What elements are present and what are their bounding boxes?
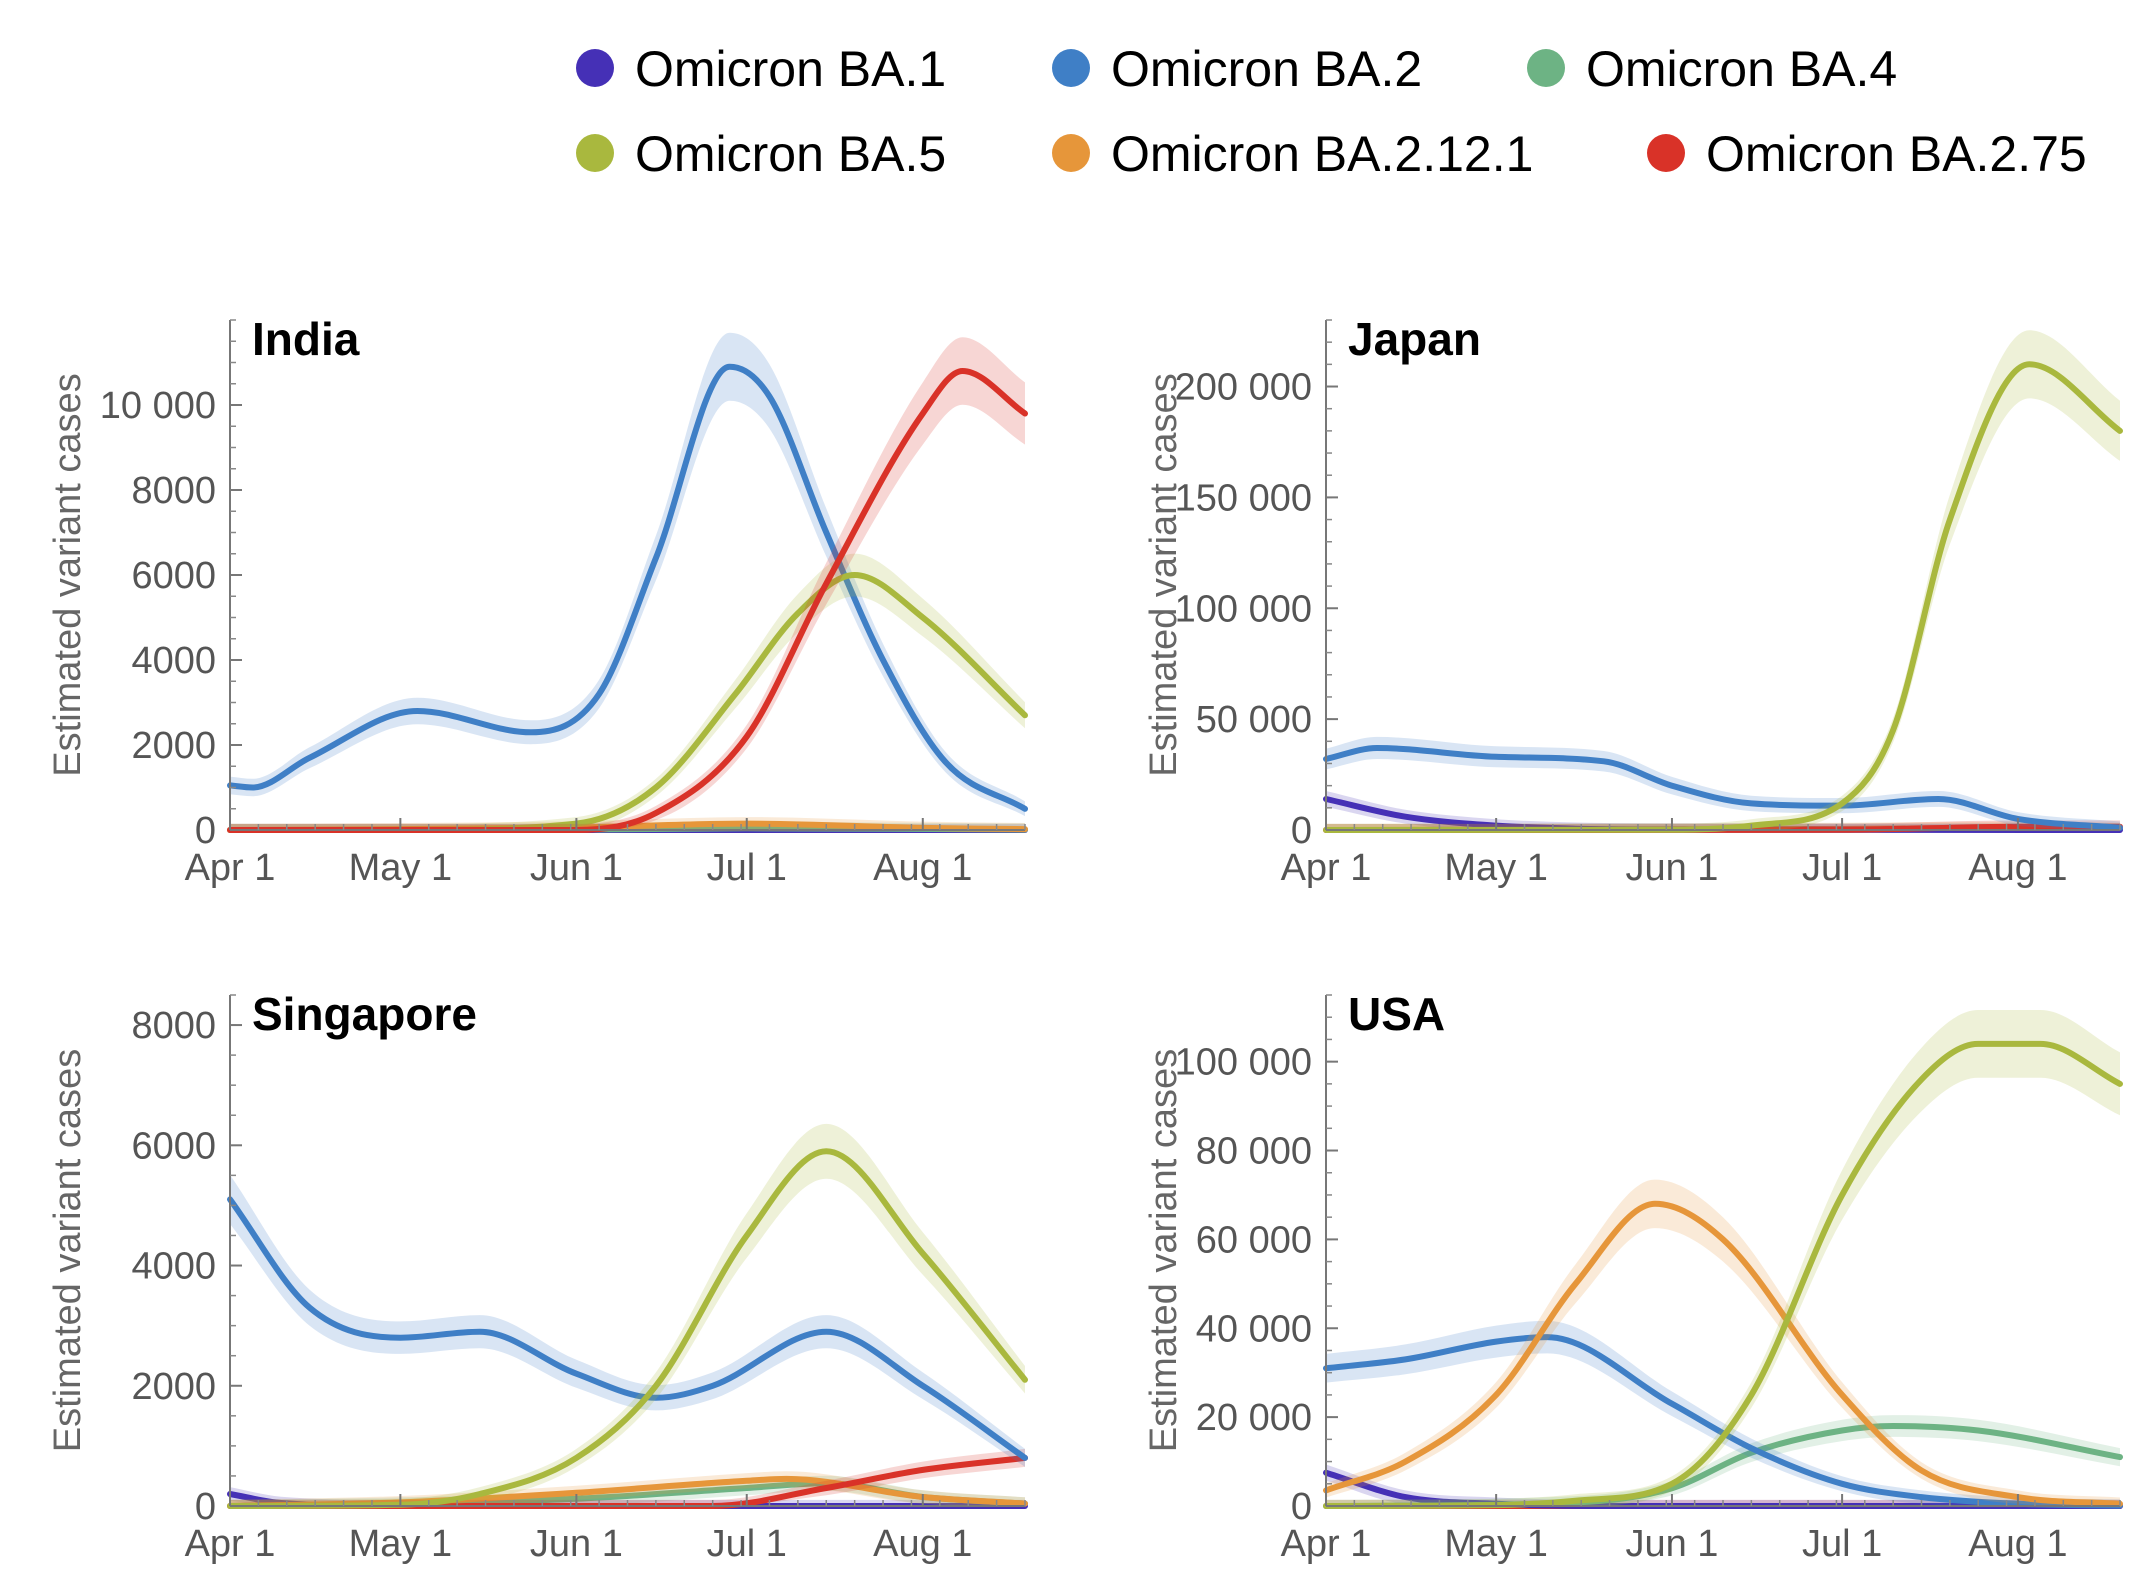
series-line-omicron-ba-5: [227, 1148, 1028, 1509]
legend-item-omicron-ba-2-75: Omicron BA.2.75: [1647, 126, 2087, 182]
x-tick-label: Jun 1: [1625, 1523, 1718, 1565]
y-tick-label: 0: [1291, 1486, 1312, 1528]
series-group: [227, 332, 1028, 834]
x-tick-label: Aug 1: [1968, 847, 2067, 889]
panel-title: USA: [1348, 988, 1445, 1040]
series-line-omicron-ba-2: [1323, 1334, 2123, 1509]
legend-swatch-omicron-ba-2: [1052, 49, 1090, 87]
confidence-band-omicron-ba-5: [1326, 1010, 2120, 1506]
y-tick-label: 8000: [131, 470, 216, 512]
legend-swatch-omicron-ba-2-12-1: [1052, 134, 1090, 172]
y-tick-label: 80 000: [1196, 1131, 1312, 1173]
y-tick-label: 200 000: [1175, 367, 1312, 409]
legend-swatch-omicron-ba-1: [576, 49, 614, 87]
series-line-omicron-ba-2: [227, 363, 1028, 812]
y-tick-label: 4000: [131, 640, 216, 682]
y-tick-label: 6000: [131, 555, 216, 597]
confidence-band-omicron-ba-2: [230, 332, 1025, 817]
chart-panel-usa: 0 20 000 40 000 60 000 80 000 100 000 Apr 1 May…: [1143, 988, 2123, 1565]
series-group: [227, 1123, 1028, 1510]
x-tick-label: May 1: [349, 1523, 452, 1565]
x-tick-label: Aug 1: [873, 847, 972, 889]
series-group: [1323, 330, 2123, 833]
y-tick-label: 10 000: [100, 385, 216, 427]
series-line-omicron-ba-2: [227, 1196, 1028, 1461]
legend-item-omicron-ba-2: Omicron BA.2: [1052, 41, 1422, 97]
x-tick-label: Apr 1: [185, 847, 276, 889]
y-tick-label: 50 000: [1196, 699, 1312, 741]
axes: 0 2000 4000 6000 8000 Apr 1 May 1 Jun 1 Jul 1 Aug…: [131, 994, 1026, 1565]
legend-item-omicron-ba-1: Omicron BA.1: [576, 41, 946, 97]
y-tick-label: 100 000: [1175, 588, 1312, 630]
legend-swatch-omicron-ba-4: [1527, 49, 1565, 87]
panel-title: India: [252, 313, 360, 365]
x-tick-label: Aug 1: [1968, 1523, 2067, 1565]
y-axis-label: Estimated variant cases: [47, 1049, 89, 1452]
chart-panel-india: 0 2000 4000 6000 8000 10 000 Apr 1 May 1 Jun 1 Ju…: [47, 313, 1028, 889]
legend-label-omicron-ba-2-75: Omicron BA.2.75: [1706, 126, 2087, 182]
legend: Omicron BA.1 Omicron BA.2 Omicron BA.4 Omic…: [576, 41, 2087, 182]
axes: 0 50 000 100 000 150 000 200 000 Apr 1 May 1 Ju…: [1175, 319, 2121, 889]
x-tick-label: Jul 1: [707, 847, 787, 889]
y-tick-label: 4000: [131, 1246, 216, 1288]
panel-title: Singapore: [252, 988, 477, 1040]
y-tick-label: 0: [195, 1486, 216, 1528]
chart-panel-japan: 0 50 000 100 000 150 000 200 000 Apr 1 May 1 Ju…: [1143, 313, 2123, 889]
y-axis-label: Estimated variant cases: [1143, 1049, 1185, 1452]
y-tick-label: 6000: [131, 1125, 216, 1167]
legend-label-omicron-ba-2-12-1: Omicron BA.2.12.1: [1111, 126, 1533, 182]
confidence-band-omicron-ba-2-12-1: [1326, 1179, 2120, 1506]
x-tick-label: May 1: [1444, 847, 1547, 889]
confidence-band-omicron-ba-4: [1326, 1415, 2120, 1506]
y-tick-label: 2000: [131, 725, 216, 767]
y-tick-label: 2000: [131, 1366, 216, 1408]
confidence-band-omicron-ba-2-75: [230, 1448, 1025, 1506]
chart-panel-singapore: 0 2000 4000 6000 8000 Apr 1 May 1 Jun 1 Jul 1 Aug…: [47, 988, 1028, 1565]
series-line-omicron-ba-2-12-1: [1323, 1200, 2123, 1507]
x-tick-label: Jun 1: [530, 1523, 623, 1565]
y-tick-label: 60 000: [1196, 1219, 1312, 1261]
series-line-omicron-ba-5: [1323, 1040, 2123, 1509]
y-tick-label: 8000: [131, 1005, 216, 1047]
axes: 0 2000 4000 6000 8000 10 000 Apr 1 May 1 Jun 1 Ju…: [100, 319, 1026, 889]
x-tick-label: Jul 1: [1802, 1523, 1882, 1565]
legend-item-omicron-ba-5: Omicron BA.5: [576, 126, 946, 182]
x-tick-label: Apr 1: [185, 1523, 276, 1565]
x-tick-label: Jul 1: [1802, 847, 1882, 889]
legend-swatch-omicron-ba-5: [576, 134, 614, 172]
axes: 0 20 000 40 000 60 000 80 000 100 000 Apr 1 May…: [1175, 994, 2121, 1565]
y-tick-label: 0: [1291, 810, 1312, 852]
x-tick-label: Jun 1: [1625, 847, 1718, 889]
x-tick-label: Apr 1: [1281, 847, 1372, 889]
y-tick-label: 20 000: [1196, 1397, 1312, 1439]
legend-swatch-omicron-ba-2-75: [1647, 134, 1685, 172]
y-axis-label: Estimated variant cases: [1143, 373, 1185, 776]
series-group: [1323, 1010, 2123, 1510]
confidence-band-omicron-ba-2-75: [230, 337, 1025, 830]
y-tick-label: 150 000: [1175, 477, 1312, 519]
legend-label-omicron-ba-2: Omicron BA.2: [1111, 41, 1422, 97]
x-tick-label: Apr 1: [1281, 1523, 1372, 1565]
y-tick-label: 100 000: [1175, 1042, 1312, 1084]
confidence-band-omicron-ba-5: [1326, 330, 2120, 830]
panel-title: Japan: [1348, 313, 1481, 365]
x-tick-label: Jun 1: [530, 847, 623, 889]
y-tick-label: 0: [195, 810, 216, 852]
legend-label-omicron-ba-1: Omicron BA.1: [635, 41, 946, 97]
y-axis-label: Estimated variant cases: [47, 373, 89, 776]
y-tick-label: 40 000: [1196, 1308, 1312, 1350]
x-tick-label: May 1: [349, 847, 452, 889]
legend-label-omicron-ba-5: Omicron BA.5: [635, 126, 946, 182]
x-tick-label: Jul 1: [707, 1523, 787, 1565]
series-line-omicron-ba-2: [1323, 745, 2123, 831]
legend-label-omicron-ba-4: Omicron BA.4: [1586, 41, 1897, 97]
legend-item-omicron-ba-4: Omicron BA.4: [1527, 41, 1897, 97]
x-tick-label: Aug 1: [873, 1523, 972, 1565]
legend-item-omicron-ba-2-12-1: Omicron BA.2.12.1: [1052, 126, 1533, 182]
x-tick-label: May 1: [1444, 1523, 1547, 1565]
